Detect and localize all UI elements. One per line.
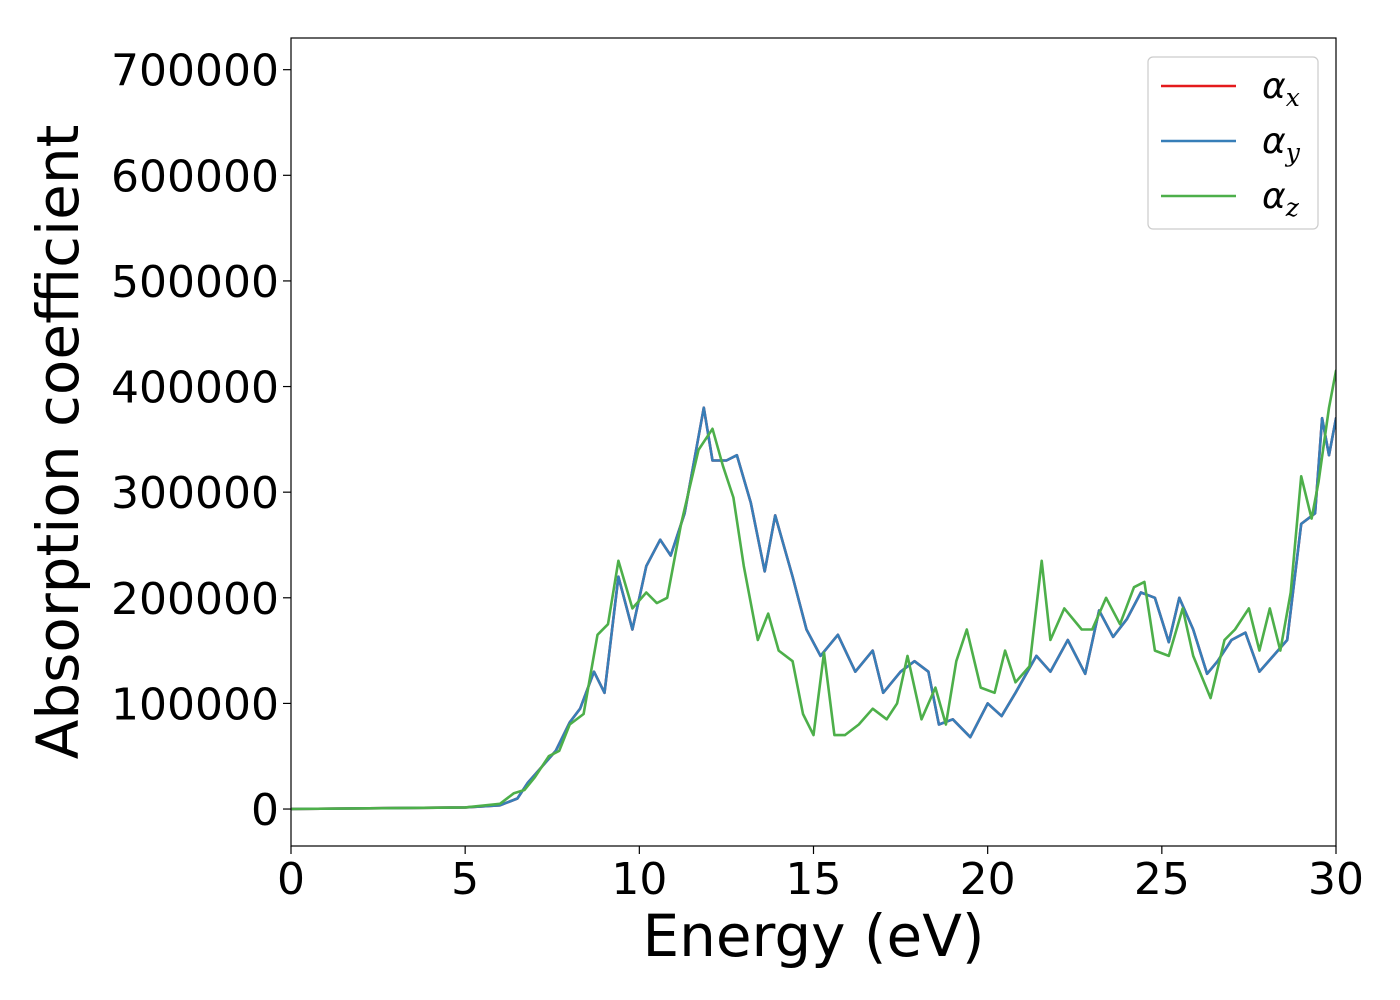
x-tick-label: 15 xyxy=(786,854,842,905)
series-line-z xyxy=(291,369,1336,811)
y-tick-label: 600000 xyxy=(111,151,279,202)
y-axis-title: Absorption coefficient xyxy=(24,125,92,760)
y-tick-label: 100000 xyxy=(111,679,279,730)
y-tick-label: 300000 xyxy=(111,468,279,519)
x-tick-label: 30 xyxy=(1308,854,1364,905)
series-line-y xyxy=(291,406,1336,811)
y-tick-label: 400000 xyxy=(111,363,279,414)
x-axis-ticks: 0 5 10 15 20 25 30 xyxy=(277,846,1364,905)
y-tick-label: 0 xyxy=(251,785,279,836)
plot-lines xyxy=(291,369,1336,811)
y-tick-label: 500000 xyxy=(111,257,279,308)
legend-subscript-z: z xyxy=(1285,193,1300,222)
legend-box xyxy=(1147,56,1319,230)
y-axis-ticks: 0 100000 200000 300000 400000 500000 600000 700… xyxy=(111,46,291,836)
x-tick-label: 25 xyxy=(1134,854,1190,905)
x-axis-title: Energy (eV) xyxy=(642,902,984,970)
legend-subscript-y: y xyxy=(1285,138,1301,167)
x-tick-label: 20 xyxy=(960,854,1016,905)
y-tick-label: 700000 xyxy=(111,46,279,97)
x-tick-label: 10 xyxy=(611,854,667,905)
x-tick-label: 5 xyxy=(451,854,479,905)
x-tick-label: 0 xyxy=(277,854,305,905)
y-tick-label: 200000 xyxy=(111,574,279,625)
legend-subscript-x: x xyxy=(1286,83,1300,112)
